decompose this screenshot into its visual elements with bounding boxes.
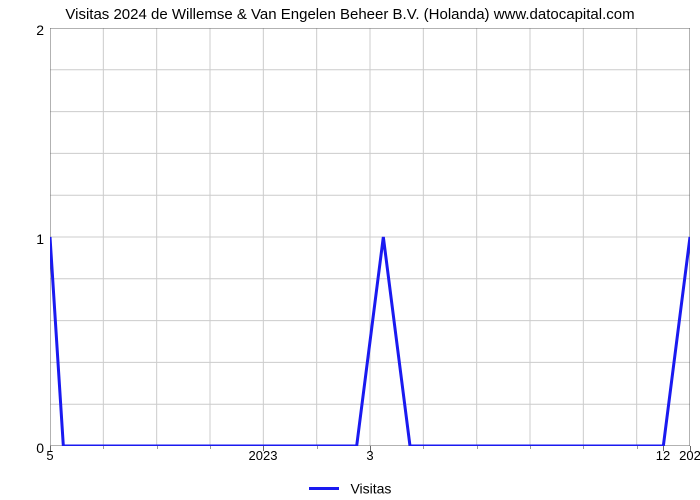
y-tick-label-2: 2 — [0, 22, 44, 38]
legend: Visitas — [0, 479, 700, 496]
plot-area — [50, 28, 690, 446]
y-tick-label-1: 1 — [0, 231, 44, 247]
chart-svg — [50, 28, 690, 446]
chart-title: Visitas 2024 de Willemse & Van Engelen B… — [0, 6, 700, 23]
y-tick-label-0: 0 — [0, 440, 44, 456]
x-axis-ticks — [50, 446, 690, 452]
legend-label: Visitas — [350, 480, 391, 496]
legend-swatch-icon — [309, 487, 339, 490]
chart-container: Visitas 2024 de Willemse & Van Engelen B… — [0, 0, 700, 500]
